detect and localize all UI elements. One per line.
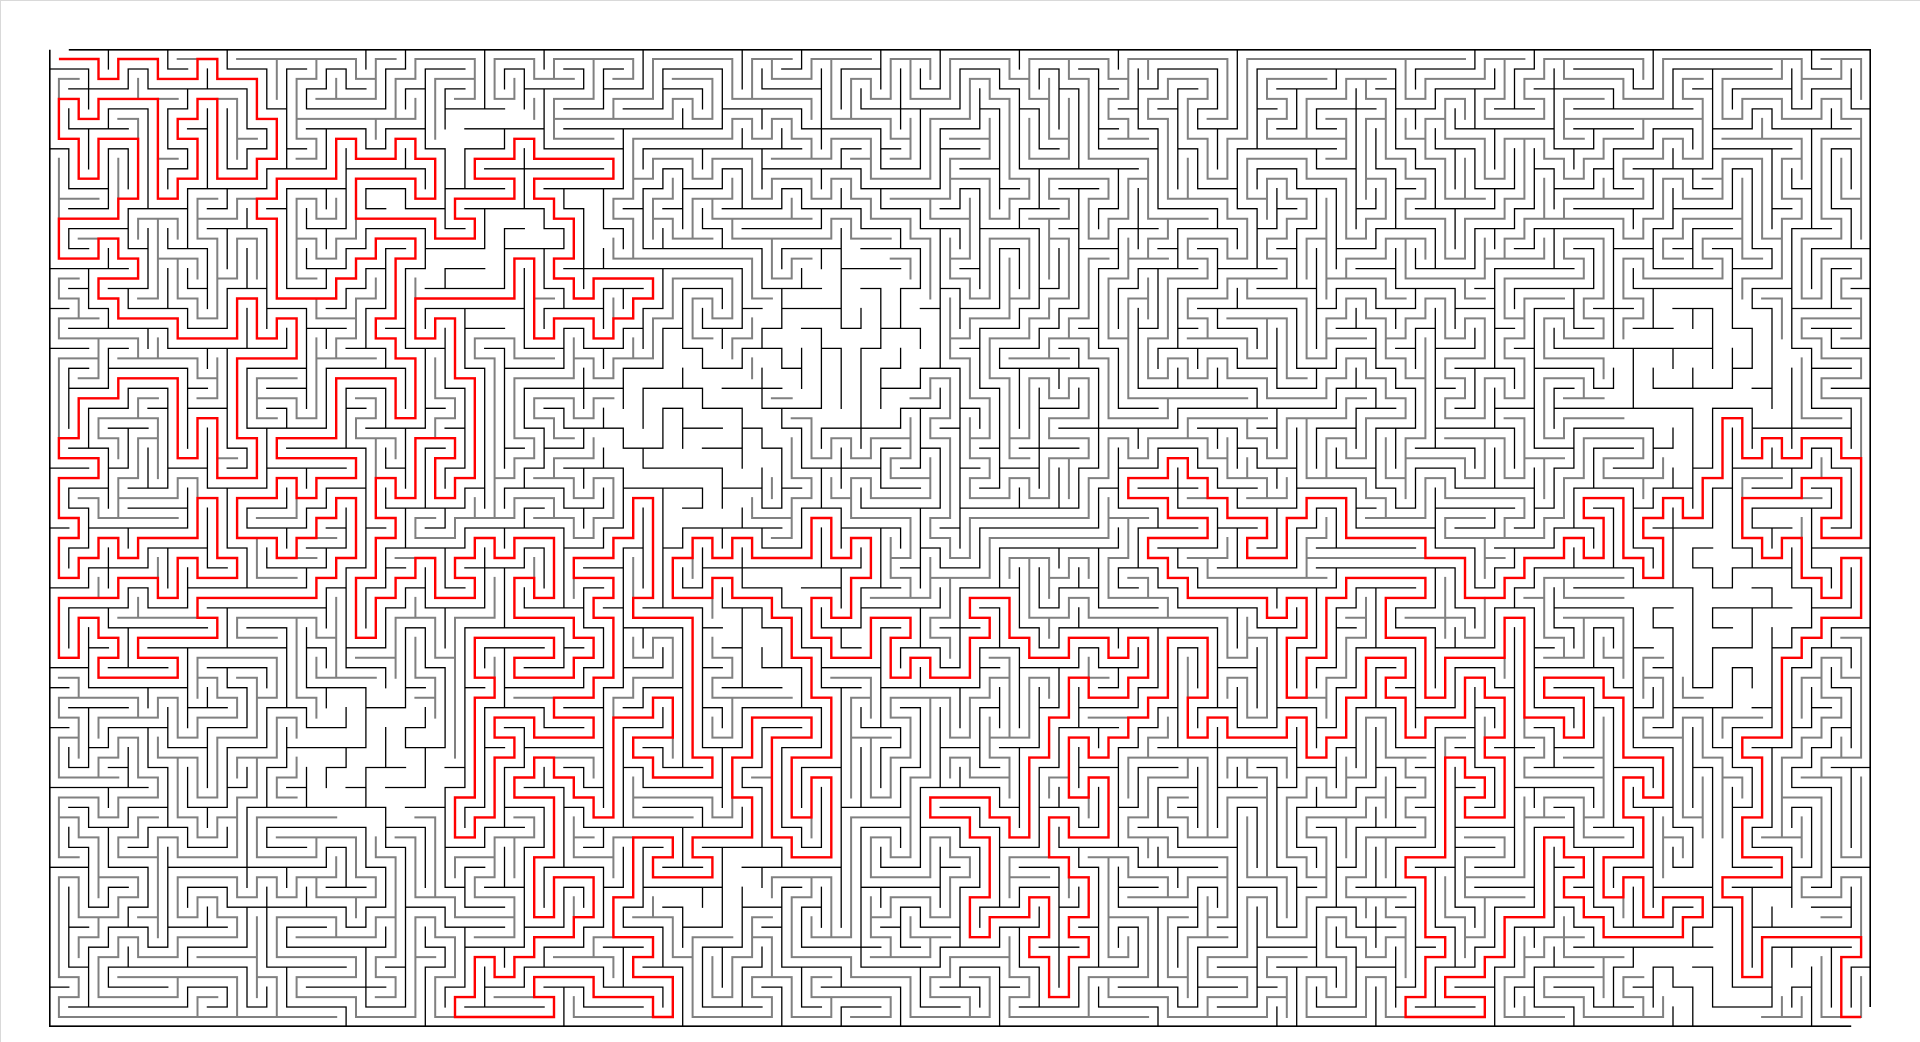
maze-wall-segments xyxy=(49,49,1871,1027)
visited-paths xyxy=(57,58,1863,1018)
maze-outer-border xyxy=(49,49,1871,1027)
frame-top-border xyxy=(0,0,1920,1)
explored-path-segments xyxy=(57,58,1863,1018)
frame-left-border xyxy=(0,0,1,1042)
solution-path xyxy=(57,57,1863,1019)
maze-walls xyxy=(49,49,1871,1027)
solution-route-line xyxy=(57,57,1863,1019)
maze-board xyxy=(49,49,1871,1027)
maze-canvas xyxy=(49,49,1871,1027)
